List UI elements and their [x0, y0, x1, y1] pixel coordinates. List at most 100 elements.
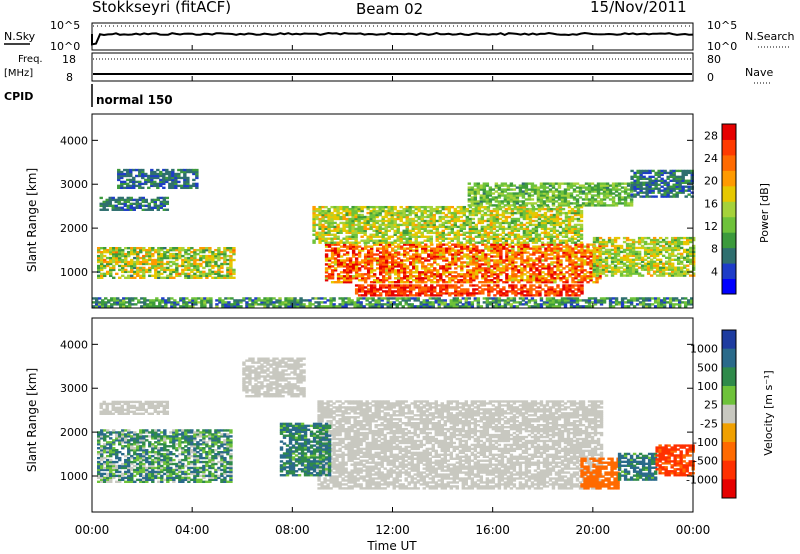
data-cell	[505, 257, 509, 260]
data-cell	[393, 219, 397, 223]
data-cell	[532, 265, 536, 268]
data-cell	[520, 247, 524, 250]
data-cell	[509, 184, 514, 187]
data-cell	[357, 273, 362, 276]
data-cell	[511, 255, 515, 258]
data-cell	[580, 247, 584, 250]
data-cell	[363, 247, 368, 250]
data-cell	[571, 247, 575, 250]
data-cell	[576, 223, 581, 227]
data-cell	[312, 229, 316, 233]
data-cell	[463, 247, 467, 250]
data-cell	[607, 266, 612, 269]
data-cell	[171, 170, 175, 174]
data-cell	[469, 263, 473, 266]
data-cell	[375, 294, 380, 297]
data-cell	[681, 175, 685, 179]
data-cell	[354, 235, 358, 238]
data-cell	[226, 266, 230, 270]
data-cell	[520, 271, 524, 274]
data-cell	[429, 217, 433, 221]
data-cell	[571, 249, 575, 252]
data-cell	[127, 260, 131, 264]
data-cell	[397, 279, 401, 282]
data-cell	[590, 196, 595, 199]
data-cell	[450, 231, 454, 235]
data-cell	[166, 266, 170, 270]
data-cell	[330, 239, 334, 242]
data-cell	[126, 184, 130, 188]
data-cell	[384, 263, 389, 266]
data-cell	[399, 233, 403, 236]
data-cell	[496, 281, 500, 284]
data-cell	[541, 275, 545, 278]
data-cell	[593, 200, 598, 203]
data-cell	[685, 272, 690, 275]
data-cell	[342, 207, 346, 211]
data-cell	[357, 269, 362, 272]
data-cell	[490, 271, 494, 274]
data-cell	[363, 281, 368, 284]
data-cell	[617, 184, 622, 187]
data-cell	[163, 266, 167, 270]
data-cell	[564, 215, 569, 219]
data-cell	[522, 229, 527, 233]
data-cell	[321, 225, 325, 229]
data-cell	[574, 243, 578, 246]
data-cell	[211, 252, 215, 256]
data-cell	[645, 189, 649, 192]
data-cell	[589, 273, 593, 276]
data-cell	[526, 261, 530, 264]
data-cell	[363, 223, 367, 227]
data-cell	[672, 193, 676, 196]
data-cell	[467, 192, 472, 195]
data-cell	[613, 270, 618, 273]
data-cell	[202, 260, 206, 264]
data-cell	[570, 209, 575, 213]
data-cell	[646, 242, 651, 246]
data-cell	[436, 292, 440, 295]
data-cell	[196, 274, 200, 278]
data-cell	[630, 181, 634, 184]
data-cell	[685, 248, 690, 252]
data-cell	[345, 207, 349, 211]
data-cell	[504, 215, 509, 219]
data-cell	[481, 249, 485, 252]
data-cell	[529, 279, 533, 282]
data-cell	[211, 256, 215, 260]
data-cell	[397, 271, 401, 274]
data-cell	[648, 171, 652, 175]
data-cell	[384, 215, 388, 219]
data-cell	[645, 169, 649, 173]
data-cell	[622, 248, 627, 252]
data-cell	[478, 257, 482, 260]
data-cell	[229, 266, 233, 270]
data-cell	[555, 223, 560, 227]
data-cell	[483, 227, 488, 231]
data-cell	[321, 205, 325, 209]
data-cell	[441, 221, 445, 225]
data-cell	[468, 229, 473, 233]
data-cell	[578, 184, 583, 187]
data-cell	[495, 213, 500, 217]
data-cell	[602, 190, 607, 193]
data-cell	[630, 187, 634, 190]
data-cell	[504, 217, 509, 221]
data-cell	[366, 292, 371, 295]
data-cell	[442, 286, 446, 289]
data-cell	[387, 284, 392, 287]
data-cell	[124, 262, 128, 266]
data-cell	[226, 276, 230, 279]
data-cell	[523, 261, 527, 264]
data-cell	[214, 264, 218, 268]
data-cell	[516, 207, 521, 211]
data-cell	[451, 279, 455, 282]
data-cell	[451, 243, 455, 246]
data-cell	[580, 245, 584, 248]
data-cell	[387, 243, 392, 246]
data-cell	[205, 260, 209, 264]
data-cell	[526, 243, 530, 246]
data-cell	[354, 205, 358, 209]
data-cell	[637, 274, 642, 277]
data-cell	[538, 275, 542, 278]
